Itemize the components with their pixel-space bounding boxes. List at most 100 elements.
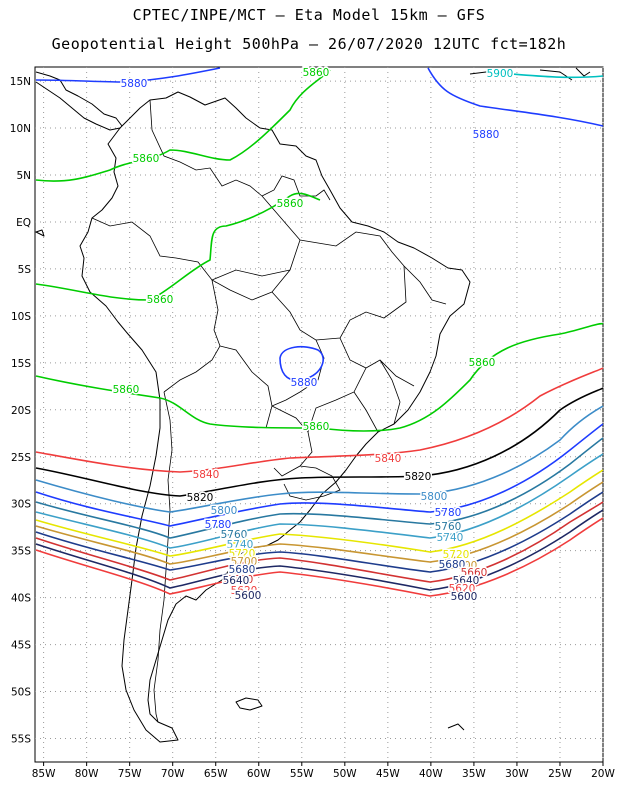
contour-label: 5720 [229,548,256,560]
contour-label: 5640 [453,575,480,587]
lon-tick-label: 60W [247,768,271,780]
contour-label: 5660 [227,574,254,586]
contour-5860-north [35,69,331,182]
lat-tick-label: 5N [16,170,31,182]
lat-tick-label: 15S [11,358,31,370]
contour-5860-amazon [35,192,321,301]
contour-5800 [35,405,604,513]
contour-label: 5860 [133,153,160,165]
border-brazil-bolivia [271,291,325,407]
falkland-islands [235,697,263,711]
galapagos [35,229,45,237]
lat-tick-label: 25S [11,452,31,464]
lat-tick-label: 55S [11,734,31,746]
country-borders [91,99,447,723]
contour-label: 5800 [421,491,448,503]
lat-tick-label: 15N [10,76,31,88]
contour-5860-south [35,322,604,432]
contour-5880-northeast [427,67,604,127]
contour-label: 5900 [487,68,514,80]
contour-label: 5780 [435,507,462,519]
lon-tick-label: 55W [290,768,314,780]
lon-tick-label: 70W [161,768,185,780]
contour-label: 5740 [227,539,254,551]
contour-label: 5840 [375,453,402,465]
lat-tick-label: 45S [11,640,31,652]
border-brazil-states [211,195,447,433]
lon-tick-label: 25W [548,768,572,780]
contour-label: 5720 [443,549,470,561]
contour-5740 [35,453,604,549]
contour-5820 [35,387,604,497]
contour-5680 [35,491,604,573]
contour-label: 5780 [205,519,232,531]
contour-label: 5860 [277,198,304,210]
lat-tick-label: 10N [10,123,31,135]
contour-label: 5820 [405,471,432,483]
central-america-coast [35,81,121,131]
title-line-1: CPTEC/INPE/MCT – Eta Model 15km – GFS [132,6,486,24]
border-peru-bolivia [163,279,221,393]
lon-tick-label: 85W [32,768,56,780]
border-colombia-venezuela [149,99,263,197]
contour-5840 [35,367,604,473]
lon-tick-label: 35W [462,768,486,780]
lat-tick-label: 40S [11,593,31,605]
border-argentina-chile [153,391,173,723]
lon-tick-label: 65W [204,768,228,780]
contour-label: 5860 [147,294,174,306]
contour-label: 5600 [451,591,478,603]
contour-label: 5640 [223,575,250,587]
contour-label: 5880 [291,377,318,389]
contour-label: 5660 [461,567,488,579]
graticule [35,67,604,762]
lat-tick-label: 20S [11,405,31,417]
axis-ticks: 85W 80W 75W 70W 65W 60W 55W 50W 45W 40W 35W 30W 25W 2… [10,76,616,780]
lon-tick-label: 20W [591,768,615,780]
border-guianas [261,175,331,201]
contour-5720 [35,469,604,557]
lat-tick-label: 30S [11,499,31,511]
border-bolivia-paraguay [219,345,273,429]
contour-label: 5700 [231,556,258,568]
contour-label: 5860 [303,67,330,79]
contour-5900 [485,71,604,79]
contour-label: 5600 [235,590,262,602]
title-line-2: Geopotential Height 500hPa – 26/07/2020 … [51,35,567,53]
contour-label: 5700 [451,560,478,572]
lat-tick-label: 35S [11,546,31,558]
lat-tick-label: 10S [11,311,31,323]
contour-label: 5680 [229,564,256,576]
contour-label: 5760 [435,521,462,533]
contour-5780 [35,423,604,527]
border-colombia-peru [91,217,273,301]
contour-label: 5680 [439,559,466,571]
contour-label: 5840 [193,469,220,481]
lon-tick-label: 45W [376,768,400,780]
contour-5760 [35,437,604,539]
contour-5700 [35,481,604,565]
lon-tick-label: 40W [419,768,443,780]
border-paraguay-brazil [271,405,313,477]
lat-tick-label: 50S [11,687,31,699]
contour-5880-north [35,67,221,83]
contour-label: 5860 [303,421,330,433]
lat-tick-label: 5S [18,264,32,276]
contour-label: 5880 [473,129,500,141]
lon-tick-label: 75W [118,768,142,780]
height-contours [35,67,604,597]
lon-tick-label: 80W [75,768,99,780]
contour-label: 5820 [187,492,214,504]
contour-label: 5620 [231,585,258,597]
contour-5640 [35,509,604,591]
contour-label: 5620 [449,583,476,595]
south-georgia [447,723,465,731]
contour-label: 5740 [437,532,464,544]
contour-labels: 5900 5880 5880 5880 5860 5860 5860 5860 5860 5860… [111,66,515,605]
contour-label: 5760 [221,529,248,541]
lon-tick-label: 30W [505,768,529,780]
lat-tick-label: EQ [16,217,31,229]
contour-5620 [35,517,604,597]
contour-label: 5860 [469,357,496,369]
